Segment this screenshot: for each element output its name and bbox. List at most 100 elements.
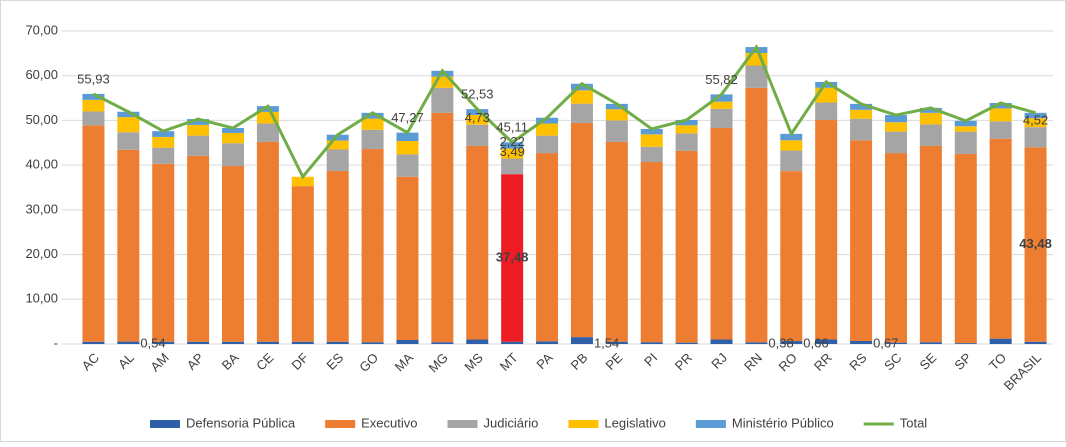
bar-segment (117, 132, 140, 150)
bar-segment (361, 342, 384, 344)
bar-segment (850, 118, 873, 141)
bar-segment (466, 124, 489, 146)
bar-segment (815, 102, 838, 120)
bar-segment (291, 186, 314, 342)
bar-segment (466, 109, 489, 115)
bar-segment (152, 163, 175, 342)
bar-segment (884, 115, 907, 123)
bar-segment (536, 153, 559, 342)
bar-segment (396, 176, 419, 340)
bar-segment (431, 112, 454, 343)
bar-segment (989, 121, 1012, 139)
bar-segment (222, 166, 245, 342)
bar-segment (536, 341, 559, 344)
bar-segment (640, 342, 663, 344)
bar-segment (884, 122, 907, 132)
bar-segment (152, 341, 175, 344)
bar-segment (989, 108, 1012, 122)
y-tick-label: 10,00 (25, 291, 58, 306)
bar-segment (675, 342, 698, 344)
bar-segment (501, 174, 524, 342)
bar-segment (117, 149, 140, 342)
y-tick-label: - (54, 335, 58, 350)
bar-segment (675, 133, 698, 151)
bar-segment (396, 132, 419, 141)
data-label: 2,22 (500, 134, 525, 149)
bar-segment (187, 124, 210, 136)
bar-segment (954, 343, 977, 344)
bar-segment (501, 142, 524, 149)
bar-segment (396, 140, 419, 155)
bar-segment (536, 117, 559, 124)
bar-segment (256, 341, 279, 344)
bar-segment (710, 108, 733, 129)
bar-segment (570, 90, 593, 104)
legend-swatch (695, 420, 726, 428)
legend-swatch (325, 420, 356, 428)
bar-segment (745, 87, 768, 343)
bar-segment (605, 109, 628, 121)
bar-segment (710, 94, 733, 102)
data-label: 3,49 (500, 144, 525, 159)
bar-segment (919, 342, 942, 344)
bar-segment (954, 126, 977, 132)
y-tick-label: 20,00 (25, 246, 58, 261)
legend-label: Defensoria Pública (186, 415, 296, 430)
data-label: 0,54 (140, 335, 165, 350)
bar-segment (466, 145, 489, 340)
bar-segment (850, 103, 873, 110)
bar-segment (501, 341, 524, 344)
bar-segment (82, 111, 105, 126)
data-label: 0,66 (803, 335, 828, 350)
bar-segment (431, 87, 454, 113)
bar-segment (919, 124, 942, 146)
data-label: 47,27 (391, 110, 424, 125)
total-line (92, 44, 1036, 180)
data-label: 37,48 (496, 249, 529, 264)
bar-segment (396, 154, 419, 177)
bar-segment (82, 93, 105, 100)
bar-segment (82, 125, 105, 342)
bar-segment (919, 112, 942, 125)
bar-segment (780, 140, 803, 151)
bar-segment (850, 140, 873, 342)
bar-segment (605, 341, 628, 344)
bar-segment (815, 119, 838, 340)
bar-segment (710, 339, 733, 344)
bar-segment (675, 119, 698, 126)
legend-label: Ministério Público (732, 415, 834, 430)
bar-segment (187, 341, 210, 344)
bar-segment (222, 132, 245, 144)
bar-segment (570, 83, 593, 91)
legend-swatch (447, 420, 478, 428)
bar-segment (361, 112, 384, 119)
bar-segment (605, 103, 628, 110)
bar-segment (850, 109, 873, 119)
bar-segment (954, 131, 977, 154)
bar-segment (117, 117, 140, 133)
bar-segment (570, 103, 593, 123)
bar-segment (675, 150, 698, 343)
bar-segment (187, 155, 210, 342)
bar-segment (884, 342, 907, 344)
bar-segment (1024, 147, 1047, 342)
legend-swatch (568, 420, 599, 428)
bar-segment (431, 76, 454, 88)
bar-segment (989, 138, 1012, 339)
bar-segment (1024, 341, 1047, 344)
bar-segment (570, 337, 593, 344)
bar-segment (117, 341, 140, 344)
bar-segment (780, 150, 803, 172)
bar-segment (640, 146, 663, 163)
bar-segment (326, 149, 349, 171)
bar-segment (919, 145, 942, 343)
y-tick-label: 50,00 (25, 112, 58, 127)
y-tick-label: 70,00 (25, 22, 58, 37)
bar-segment (780, 341, 803, 344)
bar-segment (745, 342, 768, 344)
bar-segment (396, 339, 419, 344)
bar-segment (326, 134, 349, 141)
bar-segment (780, 171, 803, 342)
bar-segment (954, 153, 977, 344)
bar-segment (850, 341, 873, 344)
